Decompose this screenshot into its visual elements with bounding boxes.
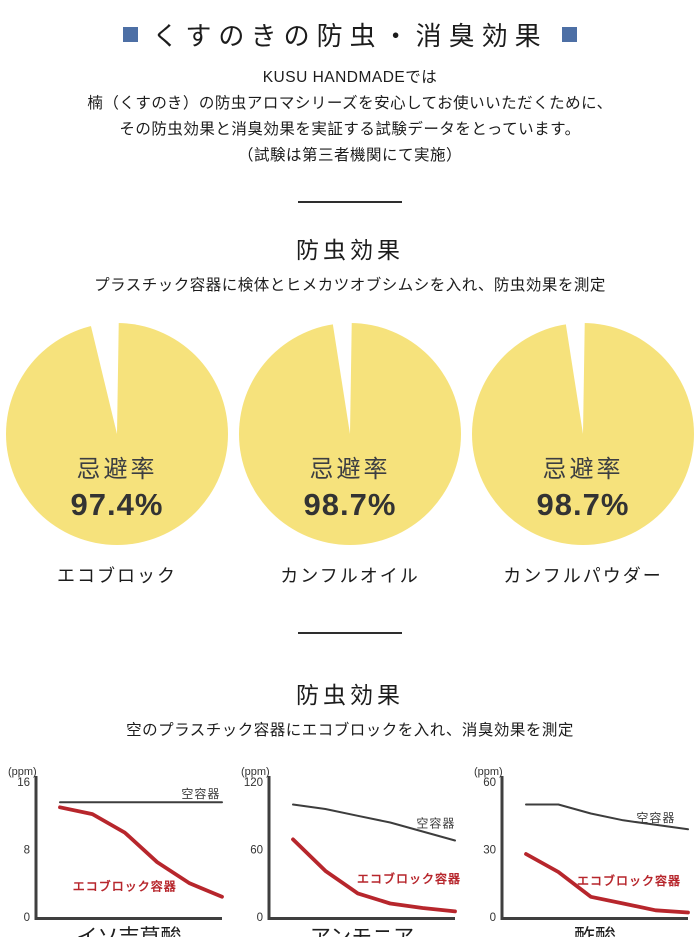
y-tick-label: 60 — [483, 777, 496, 789]
pie-chart-0: 忌避率 97.4% エコブロック — [6, 323, 228, 588]
pie-metric-label: 忌避率 — [542, 456, 624, 483]
pie-chart-svg — [6, 323, 228, 545]
y-tick-label: 0 — [257, 912, 263, 924]
series-line-1 — [58, 805, 224, 899]
chart-title: 酢酸 — [574, 926, 616, 937]
y-tick-label: 30 — [483, 845, 496, 857]
pie-metric-label: 忌避率 — [309, 456, 391, 483]
pie-caption: カンフルオイル — [280, 566, 420, 586]
title-square-icon — [561, 27, 577, 42]
pie-value: 97.4% — [70, 487, 164, 522]
series-label-0: 空容器 — [181, 786, 220, 801]
pie-chart-svg — [472, 323, 694, 545]
y-tick-label: 0 — [24, 912, 30, 924]
title-square-icon — [123, 27, 139, 42]
pie-caption: エコブロック — [57, 566, 177, 586]
intro-line: 楠（くすのき）の防虫アロマシリーズを安心してお使いいただくために、 — [87, 95, 613, 112]
page-title-row: くすのきの防虫・消臭効果 — [0, 0, 700, 53]
section-divider — [298, 201, 402, 203]
series-label-1: エコブロック容器 — [357, 871, 461, 886]
y-tick-label: 16 — [17, 777, 30, 789]
series-label-1: エコブロック容器 — [73, 879, 177, 894]
series-label-0: 空容器 — [416, 816, 455, 831]
y-tick-label: 8 — [24, 845, 30, 857]
y-tick-label: 60 — [250, 845, 263, 857]
pie-chart-1: 忌避率 98.7% カンフルオイル — [239, 323, 461, 588]
pie-caption: カンフルパウダー — [503, 566, 663, 586]
pie-notch — [332, 323, 352, 434]
pie-notch — [90, 323, 119, 434]
series-label-0: 空容器 — [636, 810, 675, 825]
pie-metric-label: 忌避率 — [76, 456, 158, 483]
series-line-1 — [524, 852, 690, 915]
line-chart-svg: (ppm) 0 30 60 空容器エコブロック容器酢酸 — [474, 766, 690, 937]
pie-figure: 忌避率 98.7% — [472, 323, 694, 545]
line-chart-5: (ppm) 0 30 60 空容器エコブロック容器酢酸 — [466, 760, 699, 937]
intro-line: KUSU HANDMADEでは — [262, 69, 438, 86]
section-heading-repellent: 防虫効果 — [296, 237, 404, 263]
intro-line: その防虫効果と消臭効果を実証する試験データをとっています。 — [119, 121, 581, 138]
section-description-repellent: プラスチック容器に検体とヒメカツオブシムシを入れ、防虫効果を測定 — [94, 277, 606, 294]
pie-figure: 忌避率 97.4% — [6, 323, 228, 545]
chart-title: イソ吉草酸 — [77, 926, 182, 937]
series-line-0 — [292, 803, 456, 842]
series-label-1: エコブロック容器 — [577, 873, 681, 888]
section-divider — [298, 632, 402, 634]
y-tick-label: 0 — [490, 912, 496, 924]
series-line-0 — [525, 803, 689, 831]
pie-chart-svg — [239, 323, 461, 545]
pie-figure: 忌避率 98.7% — [239, 323, 461, 545]
intro-paragraph: KUSU HANDMADEでは 楠（くすのき）の防虫アロマシリーズを安心してお使… — [0, 65, 700, 169]
pie-value: 98.7% — [536, 487, 630, 522]
pie-value: 98.7% — [303, 487, 397, 522]
pie-chart-2: 忌避率 98.7% カンフルパウダー — [472, 323, 694, 588]
page-title: くすのきの防虫・消臭効果 — [152, 21, 548, 51]
series-line-1 — [291, 837, 457, 914]
pie-notch — [565, 323, 585, 434]
intro-line: （試験は第三者機関にて実施） — [237, 147, 462, 164]
chart-title: アンモニア — [310, 926, 414, 937]
chart-ylabel: (ppm) — [241, 766, 270, 778]
line-chart-3: (ppm) 0 8 16 空容器エコブロック容器イソ吉草酸 — [0, 760, 233, 937]
section-description-deodorant: 空のプラスチック容器にエコブロックを入れ、消臭効果を測定 — [126, 722, 574, 739]
y-tick-label: 120 — [244, 777, 263, 789]
line-chart-svg: (ppm) 0 60 120 空容器エコブロック容器アンモニア — [241, 766, 461, 937]
charts-row: (ppm) 0 8 16 空容器エコブロック容器イソ吉草酸 (ppm) 0 60 120 空容器エ… — [0, 760, 700, 937]
section-heading-deodorant: 防虫効果 — [296, 682, 404, 708]
chart-ylabel: (ppm) — [474, 766, 503, 778]
line-chart-4: (ppm) 0 60 120 空容器エコブロック容器アンモニア — [233, 760, 466, 937]
pies-row: 忌避率 97.4% エコブロック 忌避率 98.7% カンフルオイル 忌避率 98.7% カンフ… — [0, 323, 700, 588]
line-chart-svg: (ppm) 0 8 16 空容器エコブロック容器イソ吉草酸 — [8, 766, 224, 937]
chart-ylabel: (ppm) — [8, 766, 37, 778]
